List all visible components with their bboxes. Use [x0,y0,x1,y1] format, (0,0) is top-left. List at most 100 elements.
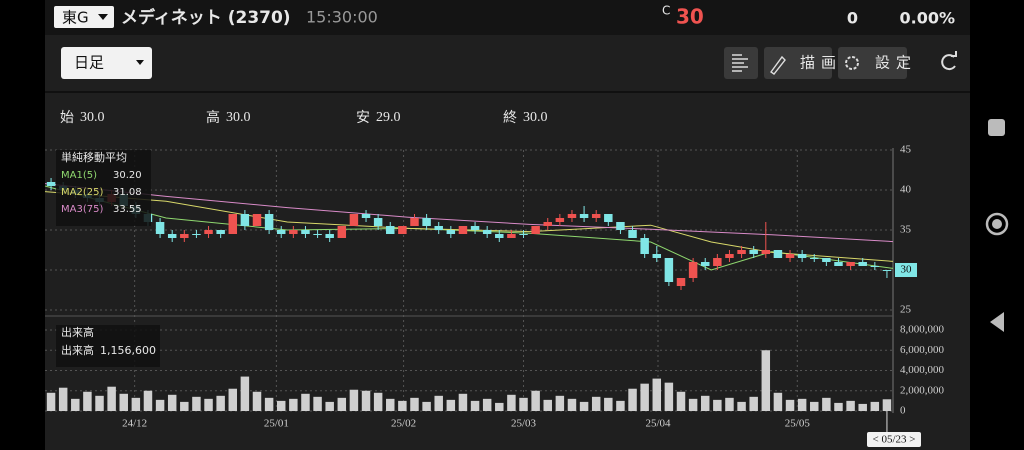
settings-label[interactable]: 設定 [875,54,917,72]
change-pct: 0.00% [899,9,955,28]
ohlc-label: 安 [356,110,370,126]
volume-bar [446,399,456,411]
y-tick-label: 0 [900,405,906,417]
refresh-icon[interactable] [941,54,956,71]
settings-button[interactable] [838,47,907,79]
market[interactable]: 東G [62,9,89,27]
c-label: C [662,4,670,18]
candle-body [543,222,552,226]
volume-bar [797,398,807,411]
volume-bar [83,391,92,411]
ohlc-value: 30.0 [523,110,548,125]
legend-box [56,325,160,367]
volume-bar [688,398,698,411]
volume-bar [519,397,528,411]
candle-body [882,270,892,271]
candle-body [531,226,540,234]
x-tick-label: 25/01 [264,418,289,430]
candle-body [555,218,565,222]
pencil-icon [770,55,786,75]
volume-bar [71,398,80,411]
ohlc-value: 30.0 [226,110,251,125]
dropdown-arrow [98,14,108,20]
candle-body [349,214,359,226]
legend-name: MA2(25) [61,187,103,198]
candle-body [325,234,334,238]
candle-body [410,218,419,226]
candle-body [204,230,213,234]
volume-bar [567,398,577,411]
volume-bar [470,400,480,411]
volume-bar [482,398,492,411]
draw-button[interactable] [764,47,832,79]
candle-body [579,214,589,218]
volume-bar [555,395,565,411]
dropdown-arrow [136,60,144,65]
x-tick-label: 25/03 [511,418,537,430]
candle-body [301,230,310,234]
refresh-arrow [951,51,957,57]
stock-name: メディネット (2370) [121,7,291,28]
legend-value: 30.20 [113,170,142,181]
candle-body [700,262,710,266]
volume-bar [640,383,649,411]
candle-body [604,214,613,222]
legend-box [56,150,151,226]
candle-body [470,226,480,230]
candle-body [507,234,516,238]
volume-bar [773,392,783,411]
volume-bar [107,386,116,411]
x-tick-label: 25/05 [785,418,811,430]
volume-bar [289,398,298,411]
volume-bar [361,390,371,411]
volume-bar [591,396,601,411]
market-dropdown[interactable] [54,6,114,28]
x-tick-label: 24/12 [122,418,147,430]
volume-bar [700,395,710,411]
volume-bar [628,388,637,411]
volume-bar [386,398,395,411]
volume-bar [240,376,250,411]
candle-body [785,254,795,258]
period[interactable]: 日足 [74,54,104,72]
legend-name: MA1(5) [61,170,97,181]
volume-bar [458,393,468,411]
y-tick-label: 4,000,000 [900,364,945,376]
candle-body [737,250,746,254]
ma-line [44,183,894,243]
candle-body [616,222,625,230]
volume-bar [785,399,795,411]
volume-bar [616,400,625,411]
volume-bar [252,391,262,411]
candle-body [289,230,298,234]
draw-label[interactable]: 描画 [800,54,842,72]
candle-body [591,214,601,218]
volume-bar [131,397,141,411]
volume-bar [507,394,516,411]
indicator-icon [732,54,748,72]
candle-body [458,226,468,234]
volume-label: 出来高 [61,343,94,357]
nav-back[interactable] [990,312,1004,332]
volume-bar [155,399,165,411]
period-dropdown[interactable] [61,47,152,79]
volume-bar [276,400,286,411]
volume-bar [119,393,128,411]
nav-recent[interactable] [988,119,1005,136]
nav-home[interactable] [985,212,1009,236]
candle-body [519,234,528,235]
volume-bar [676,391,686,411]
current-price-box [895,263,917,277]
candle-body [567,214,577,218]
gear-icon [845,56,859,70]
volume-bar [434,395,443,411]
candle-body [386,226,395,234]
candle-body [422,218,431,226]
candle-body [337,226,347,238]
change: 0 [847,9,858,28]
candle-body [640,238,649,254]
candle-body [652,254,662,258]
volume-bar [737,401,746,411]
volume-bar [822,397,831,411]
